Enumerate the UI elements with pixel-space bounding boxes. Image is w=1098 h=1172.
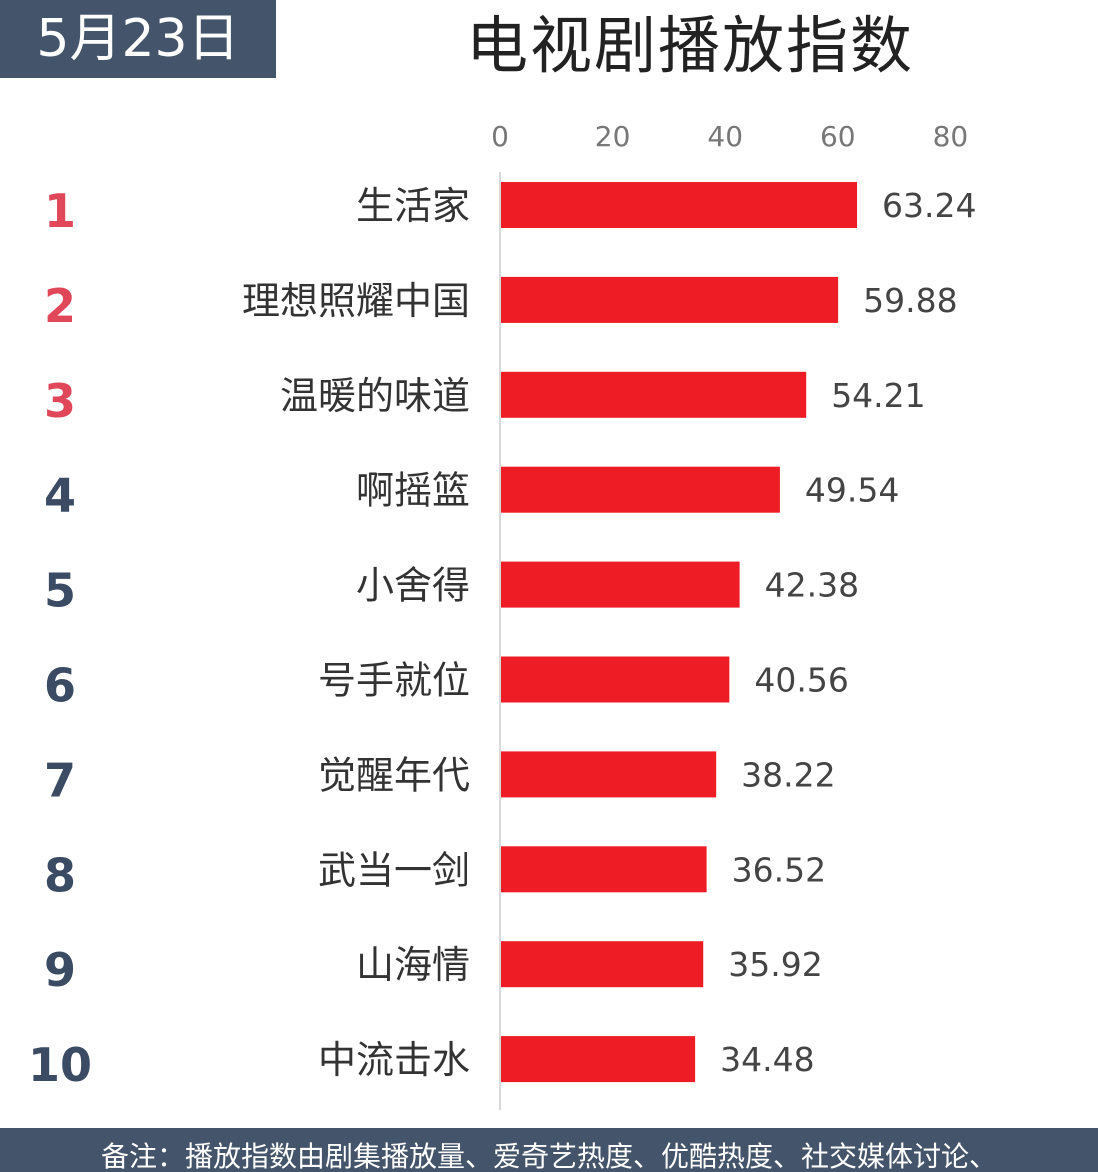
value-label: 40.56 [754, 661, 848, 700]
category-label: 武当一剑 [318, 848, 470, 892]
bar [501, 941, 704, 988]
rank-number: 4 [44, 469, 76, 523]
x-tick-label: 60 [820, 120, 856, 153]
x-tick-label: 40 [707, 120, 743, 153]
value-label: 34.48 [720, 1040, 814, 1079]
rank-number: 7 [44, 753, 76, 807]
rank-number: 2 [44, 279, 76, 333]
category-label: 中流击水 [318, 1038, 470, 1082]
value-label: 36.52 [732, 850, 826, 889]
x-tick-label: 80 [933, 120, 969, 153]
category-label: 温暖的味道 [280, 374, 470, 418]
value-label: 49.54 [805, 471, 899, 510]
bar [501, 656, 730, 703]
category-label: 生活家 [356, 184, 470, 228]
rank-number: 6 [44, 659, 76, 713]
bar [501, 371, 807, 418]
footnote: 备注：播放指数由剧集播放量、爱奇艺热度、优酷热度、社交媒体讨论、 [0, 1128, 1098, 1172]
chart-title: 电视剧播放指数 [465, 9, 914, 82]
rank-number: 3 [44, 374, 76, 428]
x-tick-label: 20 [595, 120, 631, 153]
category-label: 啊摇篮 [356, 469, 470, 513]
bar [501, 561, 740, 608]
bar [501, 846, 707, 893]
bar-chart: 0 20 40 60 80 1 生活家 63.24 2 理想照耀中国 59.88 3 温暖的味道 54.2… [28, 120, 977, 1110]
value-label: 63.24 [882, 186, 976, 225]
rank-number: 9 [44, 943, 76, 997]
value-label: 42.38 [765, 566, 859, 605]
category-label: 理想照耀中国 [242, 279, 470, 323]
value-label: 38.22 [741, 755, 835, 794]
rank-number: 1 [44, 184, 76, 238]
bar [501, 751, 717, 798]
x-tick-label: 0 [491, 120, 509, 153]
bar [501, 466, 780, 513]
category-label: 小舍得 [356, 564, 470, 608]
category-label: 号手就位 [318, 659, 470, 703]
rank-number: 8 [44, 848, 76, 902]
bar [501, 182, 858, 228]
rank-number: 10 [28, 1038, 92, 1092]
rank-number: 5 [44, 564, 76, 618]
date-badge: 5月23日 [0, 0, 276, 78]
category-label: 山海情 [356, 943, 470, 987]
bar [501, 1036, 696, 1083]
value-label: 59.88 [863, 281, 957, 320]
value-label: 54.21 [831, 376, 925, 415]
bar [501, 276, 839, 323]
category-label: 觉醒年代 [318, 753, 470, 797]
value-label: 35.92 [728, 945, 822, 984]
